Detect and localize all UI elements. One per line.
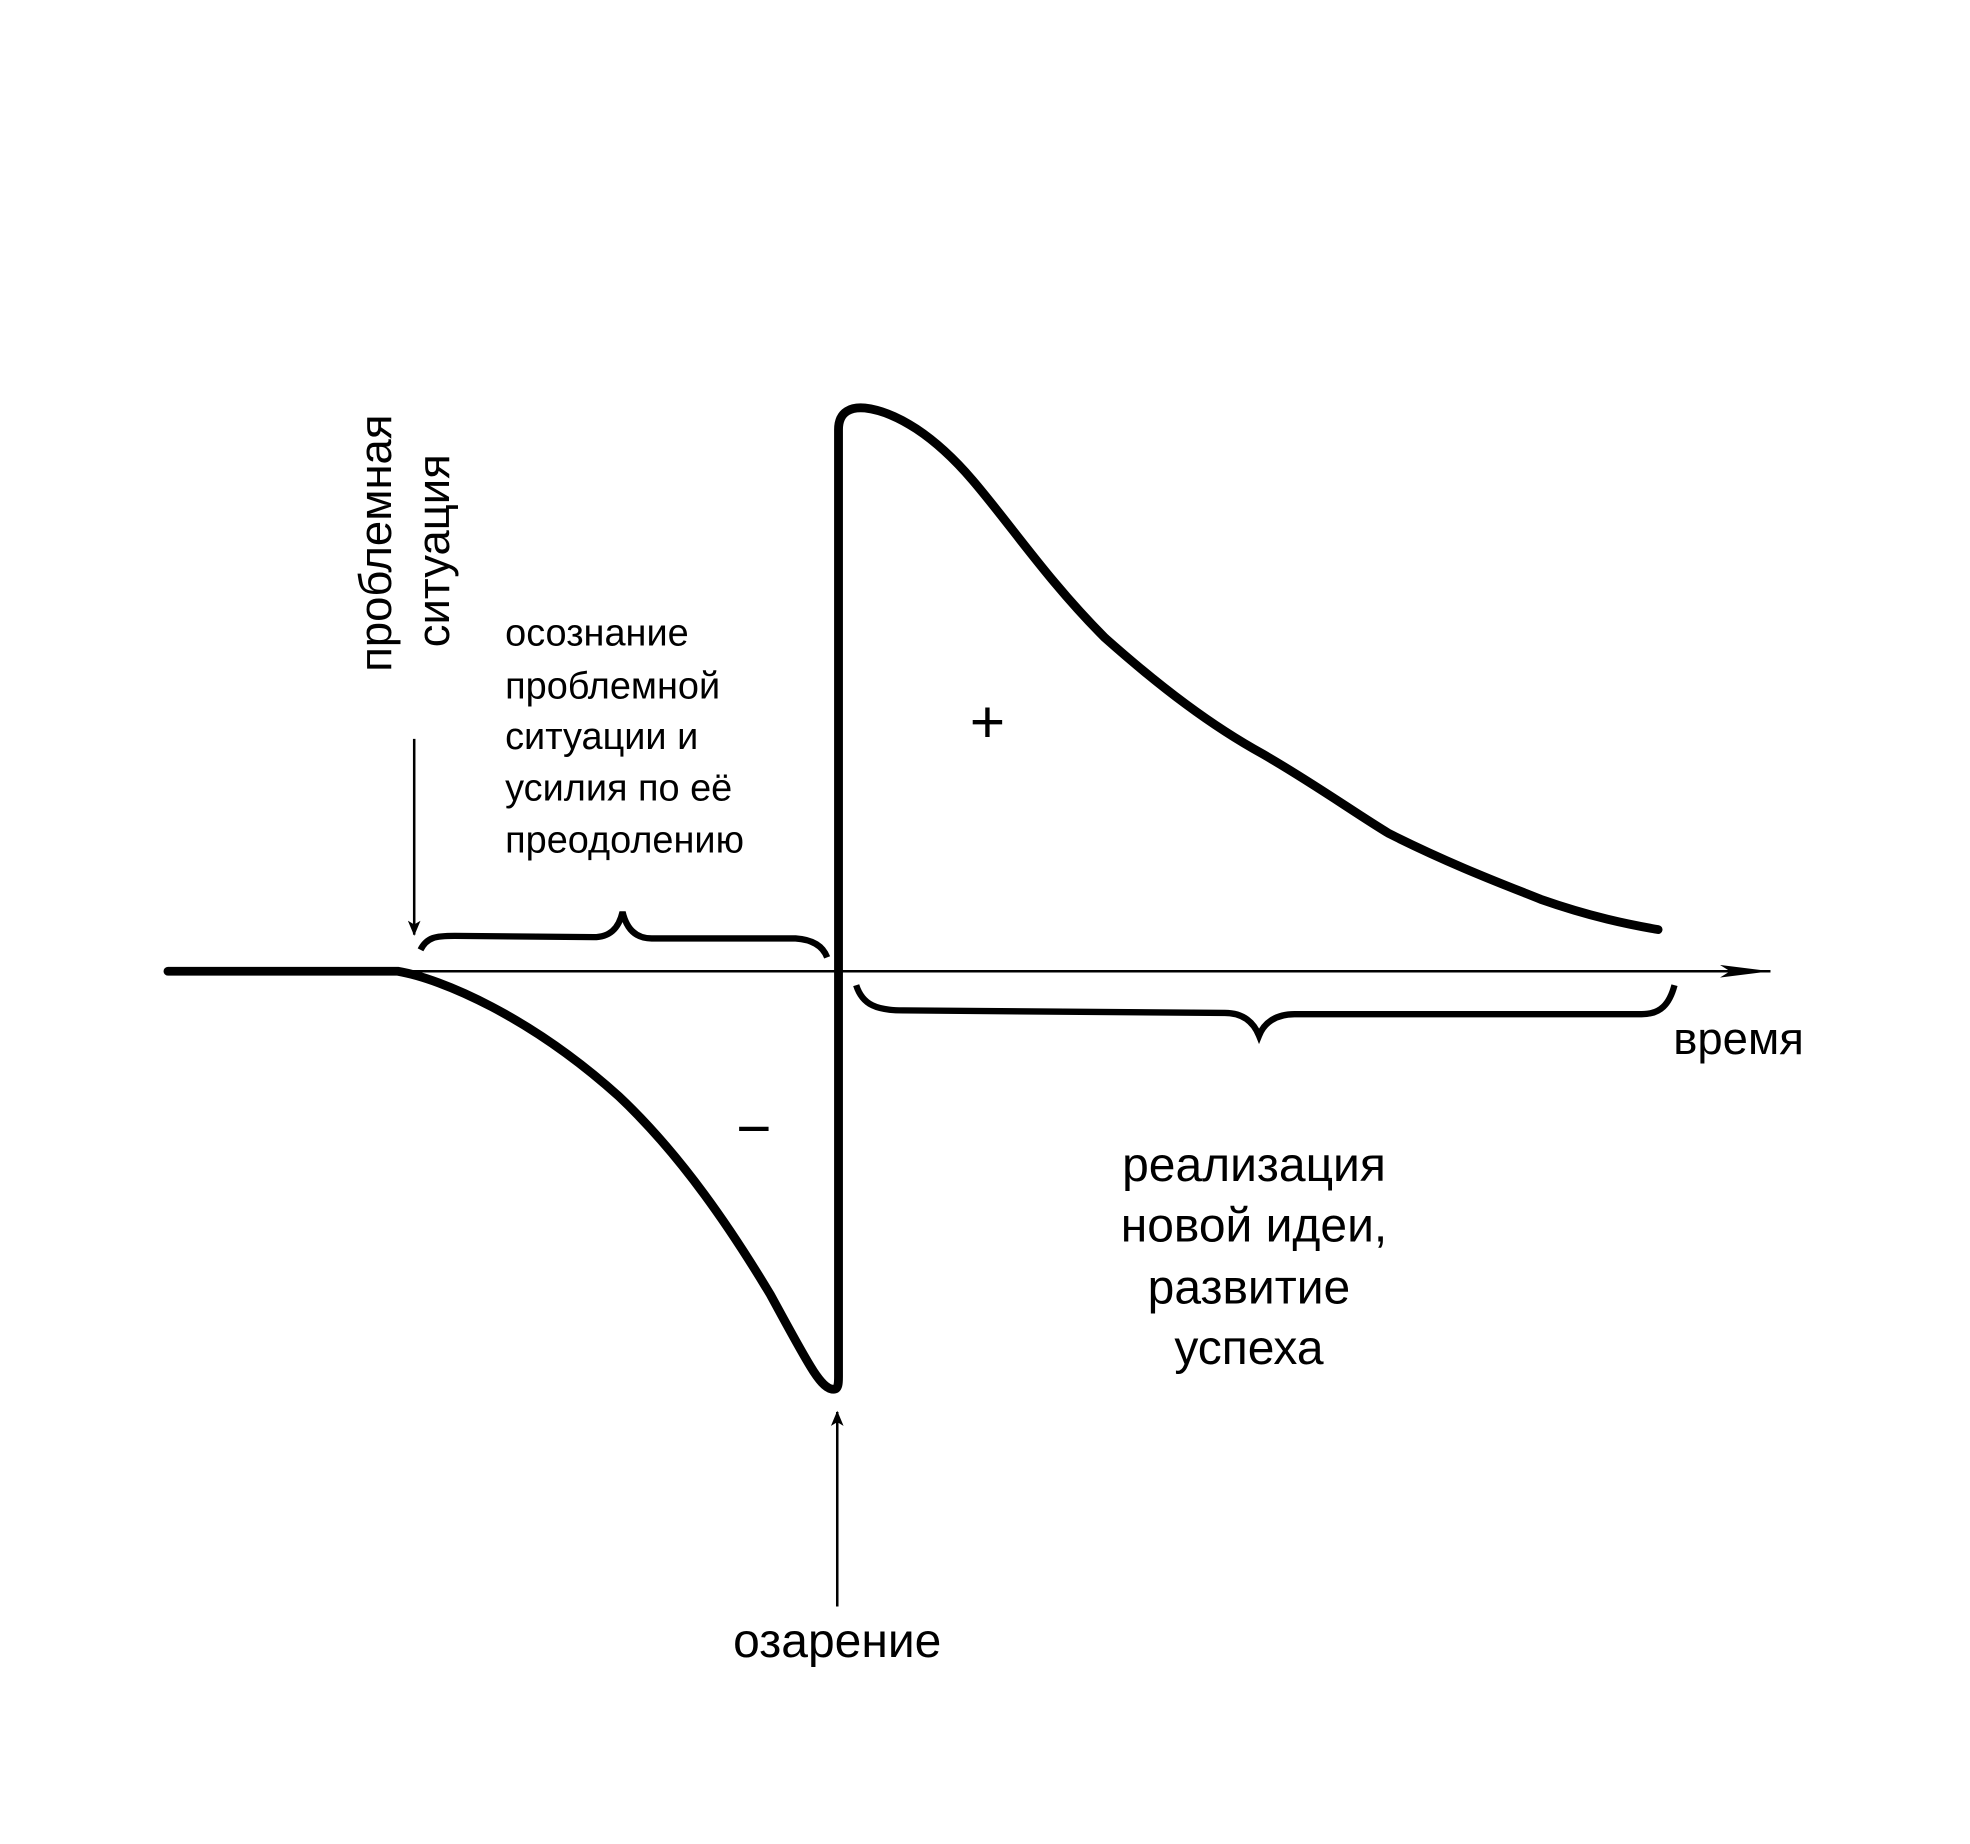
- label: развитие: [1148, 1261, 1351, 1314]
- label: успеха: [1174, 1322, 1323, 1375]
- emotion-curve: [163, 403, 1663, 1394]
- label: ситуация: [408, 454, 459, 647]
- label: усилия по её: [505, 768, 732, 810]
- label: осознание: [505, 612, 689, 654]
- axis-label: время: [1673, 1013, 1804, 1064]
- sign: +: [970, 687, 1005, 755]
- label: преодолению: [505, 819, 744, 861]
- sign: −: [736, 1094, 771, 1162]
- brace: [417, 911, 831, 959]
- label: ситуации и: [505, 716, 698, 758]
- label: озарение: [733, 1615, 941, 1668]
- label: реализация: [1122, 1139, 1386, 1192]
- label: новой идеи,: [1121, 1200, 1388, 1253]
- label: проблемной: [505, 665, 720, 707]
- label: проблемная: [350, 415, 401, 672]
- brace: [853, 984, 1678, 1045]
